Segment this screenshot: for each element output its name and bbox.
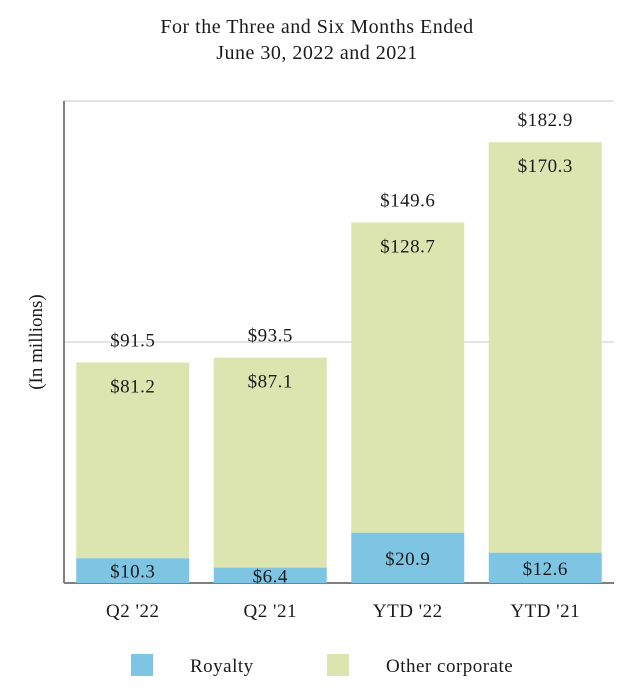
data-label-total-3: $182.9 [518,110,573,131]
data-label-total-2: $149.6 [380,190,435,211]
data-label-other-corporate-1: $87.1 [248,372,293,393]
chart-title-line-2: June 30, 2022 and 2021 [216,42,418,64]
data-label-royalty-0: $10.3 [110,562,155,583]
x-tick-label-0: Q2 '22 [106,601,159,622]
x-tick-label-3: YTD '21 [510,601,580,622]
bar-other-corporate-2 [351,222,465,533]
bar-royalty-2 [351,532,465,583]
data-label-royalty-3: $12.6 [523,559,568,580]
y-axis-label: (In millions) [26,294,47,390]
data-label-other-corporate-0: $81.2 [110,376,155,397]
x-tick-label-2: YTD '22 [373,601,443,622]
x-tick-label-1: Q2 '21 [244,601,297,622]
legend-label-other-corporate: Other corporate [386,656,513,677]
data-label-royalty-2: $20.9 [385,549,430,570]
legend-label-royalty: Royalty [190,656,254,677]
data-label-other-corporate-2: $128.7 [380,236,435,257]
bar-royalty-1 [213,567,327,583]
bar-other-corporate-0 [76,362,190,559]
legend-swatch-royalty [131,654,153,676]
bar-other-corporate-1 [213,357,327,568]
data-label-other-corporate-3: $170.3 [518,156,573,177]
bar-royalty-0 [76,558,190,583]
bar-royalty-3 [488,552,602,583]
legend-swatch-other-corporate [327,654,349,676]
chart-title-line-1: For the Three and Six Months Ended [160,16,474,38]
data-label-total-0: $91.5 [110,330,155,351]
data-label-total-1: $93.5 [248,326,293,347]
data-label-royalty-1: $6.4 [253,566,288,587]
bar-other-corporate-3 [488,142,602,553]
